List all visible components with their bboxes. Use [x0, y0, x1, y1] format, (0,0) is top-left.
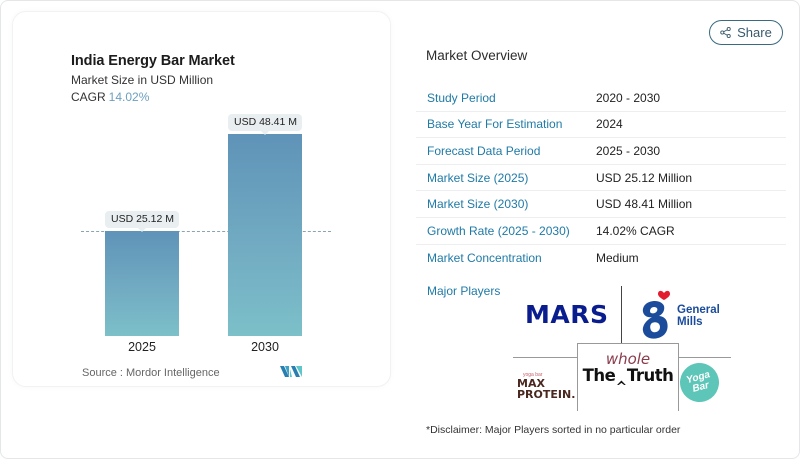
max-protein-logo: yoga bar MAX PROTEIN.: [517, 372, 576, 401]
overview-label[interactable]: Study Period: [427, 90, 496, 105]
general-mills-text: General Mills: [677, 304, 720, 328]
chart-subtitle: Market Size in USD Million: [71, 73, 214, 87]
chart-card: [12, 11, 391, 387]
chart-title: India Energy Bar Market: [71, 53, 235, 69]
overview-label[interactable]: Market Concentration: [427, 250, 542, 265]
reference-dashed-line: [81, 231, 331, 232]
logo-divider: [621, 286, 622, 349]
disclaimer-text: *Disclaimer: Major Players sorted in no …: [426, 424, 681, 436]
overview-value: 2025 - 2030: [596, 143, 661, 158]
overview-row-market-size-2025: Market Size (2025) USD 25.12 Million: [416, 165, 786, 192]
logo-divider: [679, 357, 731, 358]
share-button[interactable]: Share: [709, 20, 783, 45]
chart-cagr: CAGR 14.02%: [71, 90, 149, 104]
cagr-value: 14.02%: [108, 90, 150, 104]
yoga-bar-logo: Yoga Bar: [675, 358, 724, 407]
overview-value: USD 25.12 Million: [596, 170, 693, 185]
mordor-intelligence-logo-icon: [280, 366, 302, 377]
major-players-label[interactable]: Major Players: [427, 284, 501, 298]
overview-label[interactable]: Growth Rate (2025 - 2030): [427, 223, 570, 238]
x-axis-tick-2025: 2025: [128, 340, 156, 354]
market-overview-table: Study Period 2020 - 2030 Base Year For E…: [416, 85, 786, 271]
overview-row-growth-rate: Growth Rate (2025 - 2030) 14.02% CAGR: [416, 218, 786, 245]
overview-value: 14.02% CAGR: [596, 223, 675, 238]
overview-row-study-period: Study Period 2020 - 2030: [416, 85, 786, 112]
the-whole-truth-logo: whole The‸Truth: [582, 350, 674, 385]
general-mills-logo: General Mills: [635, 287, 731, 343]
overview-label[interactable]: Market Size (2025): [427, 170, 529, 185]
market-overview-title: Market Overview: [426, 48, 528, 63]
overview-row-forecast-period: Forecast Data Period 2025 - 2030: [416, 138, 786, 165]
cagr-label: CAGR: [71, 90, 106, 104]
overview-label[interactable]: Base Year For Estimation: [427, 117, 563, 132]
overview-value: USD 48.41 Million: [596, 197, 693, 212]
overview-value: Medium: [596, 250, 639, 265]
overview-row-base-year: Base Year For Estimation 2024: [416, 112, 786, 139]
overview-value: 2024: [596, 117, 623, 132]
logo-divider: [513, 357, 577, 358]
bar-data-label-2025: USD 25.12 M: [105, 211, 179, 232]
x-axis-tick-2030: 2030: [251, 340, 279, 354]
bar-2030: [228, 134, 302, 336]
share-icon: [720, 27, 731, 38]
bar-2025: [105, 231, 179, 336]
overview-label[interactable]: Forecast Data Period: [427, 143, 541, 158]
share-label: Share: [737, 25, 772, 40]
logo-divider-box: [577, 343, 679, 411]
overview-value: 2020 - 2030: [596, 90, 661, 105]
bar-data-label-2030: USD 48.41 M: [228, 114, 302, 135]
overview-label[interactable]: Market Size (2030): [427, 197, 529, 212]
overview-row-market-size-2030: Market Size (2030) USD 48.41 Million: [416, 191, 786, 218]
general-mills-g-icon: [642, 290, 670, 339]
overview-row-market-concentration: Market Concentration Medium: [416, 245, 786, 272]
source-text: Source : Mordor Intelligence: [82, 367, 220, 379]
mars-logo: MARS: [525, 300, 609, 329]
major-players-logos: MARS General Mills yoga bar MAX PROTEIN.…: [513, 286, 731, 411]
